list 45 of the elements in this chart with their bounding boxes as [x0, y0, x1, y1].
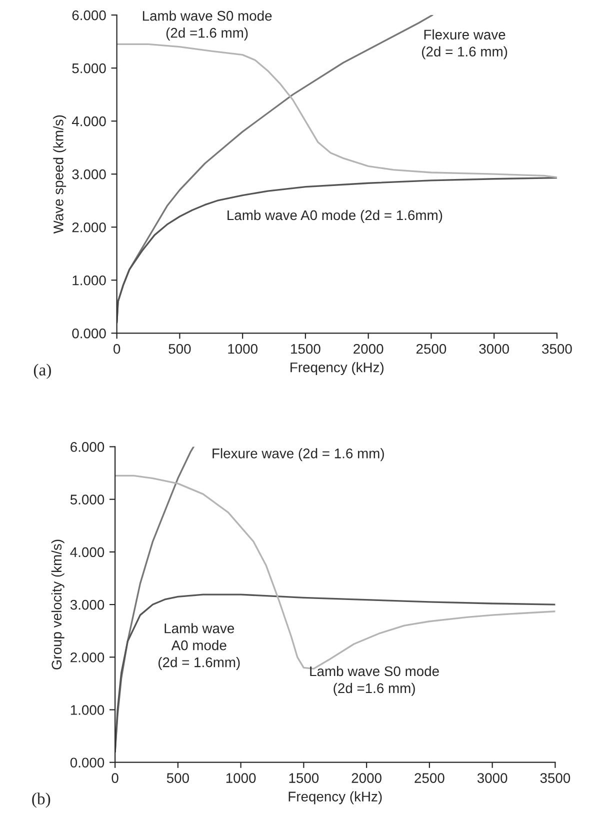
- x-tick-label: 1500: [289, 773, 319, 783]
- y-tick-label: 3.000: [70, 600, 104, 610]
- y-tick-label: 3.000: [72, 169, 106, 180]
- y-tick-label: 0.000: [70, 758, 104, 768]
- y-tick-label: 2.000: [72, 222, 106, 232]
- y-tick-label: 6.000: [70, 442, 104, 452]
- y-tick-label: 4.000: [70, 547, 104, 558]
- y-axis-title: Group velocity (km/s): [51, 540, 64, 670]
- series-label: Lamb wave A0 mode (2d = 1.6mm): [158, 623, 240, 670]
- series-label: Flexure wave (2d = 1.6 mm): [212, 448, 384, 462]
- x-tick-label: 0: [112, 773, 118, 783]
- y-tick-label: 0.000: [72, 328, 106, 338]
- x-axis-title: Freqency (kHz): [288, 791, 382, 804]
- y-tick-label: 5.000: [70, 494, 104, 504]
- y-tick-label: 1.000: [72, 275, 106, 286]
- x-tick-label: 500: [168, 344, 191, 354]
- series-label: Flexure wave (2d = 1.6 mm): [422, 29, 508, 60]
- x-tick-label: 2500: [414, 773, 444, 783]
- line-series: [115, 594, 556, 753]
- y-axis-title: Wave speed (km/s): [53, 115, 66, 234]
- y-tick-label: 5.000: [72, 63, 106, 74]
- x-tick-label: 2000: [352, 773, 382, 783]
- series-label: Lamb wave S0 mode (2d =1.6 mm): [142, 10, 272, 40]
- series-label: Lamb wave S0 mode (2d =1.6 mm): [310, 666, 439, 696]
- x-axis-title: Freqency (kHz): [290, 362, 384, 376]
- line-series: [116, 176, 557, 324]
- x-tick-label: 2500: [416, 344, 446, 354]
- y-tick-label: 1.000: [70, 705, 104, 715]
- x-tick-label: 0: [114, 344, 120, 354]
- text: (a): [34, 364, 51, 379]
- x-tick-label: 3500: [542, 344, 572, 354]
- x-tick-label: 2000: [354, 344, 384, 354]
- x-tick-label: 1000: [228, 344, 258, 354]
- series-label: Lamb wave A0 mode (2d = 1.6mm): [228, 210, 442, 223]
- y-tick-label: 4.000: [72, 116, 106, 126]
- x-tick-label: 3000: [479, 344, 509, 354]
- x-tick-label: 1500: [291, 344, 320, 354]
- text: (b): [32, 792, 50, 808]
- line-series: [116, 43, 557, 178]
- x-tick-label: 1000: [226, 773, 256, 783]
- x-tick-label: 500: [166, 773, 189, 783]
- y-tick-label: 6.000: [72, 10, 106, 20]
- x-tick-label: 3000: [477, 773, 508, 783]
- x-tick-label: 3500: [540, 773, 570, 783]
- y-tick-label: 2.000: [70, 652, 104, 662]
